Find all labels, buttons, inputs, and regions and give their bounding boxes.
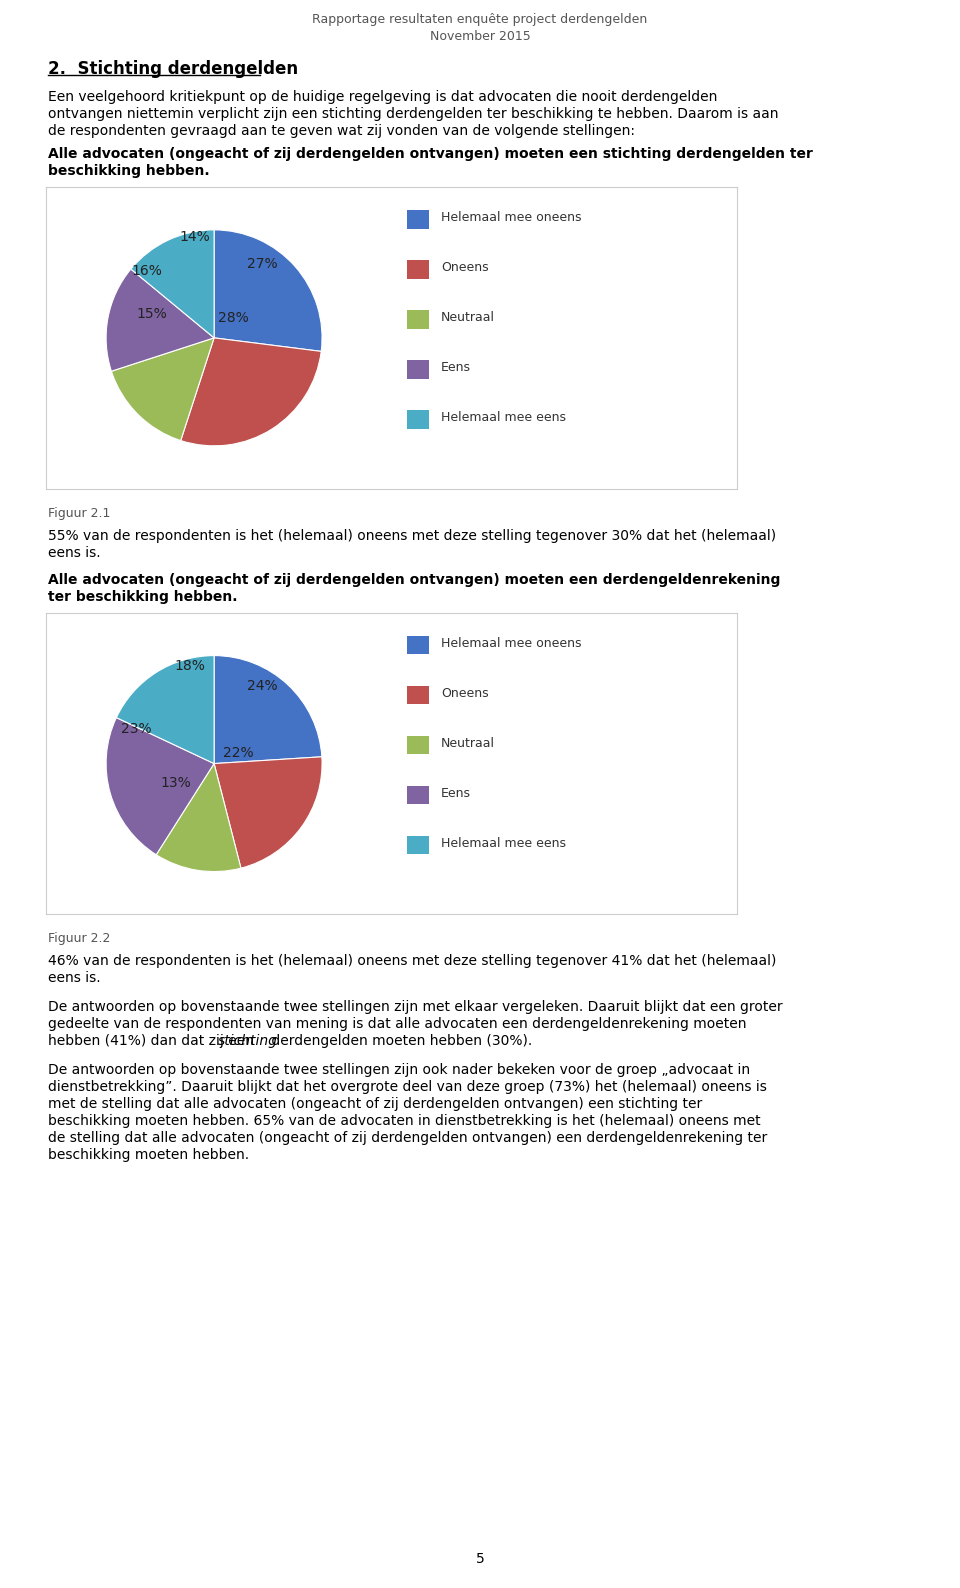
Text: 16%: 16% bbox=[132, 264, 162, 278]
Text: ontvangen niettemin verplicht zijn een stichting derdengelden ter beschikking te: ontvangen niettemin verplicht zijn een s… bbox=[48, 106, 779, 121]
Text: 14%: 14% bbox=[180, 230, 210, 245]
Text: Een veelgehoord kritiekpunt op de huidige regelgeving is dat advocaten die nooit: Een veelgehoord kritiekpunt op de huidig… bbox=[48, 91, 717, 103]
Text: De antwoorden op bovenstaande twee stellingen zijn met elkaar vergeleken. Daarui: De antwoorden op bovenstaande twee stell… bbox=[48, 1000, 782, 1015]
Bar bbox=[407, 835, 429, 854]
Wedge shape bbox=[116, 656, 214, 764]
Wedge shape bbox=[214, 757, 322, 869]
Text: 18%: 18% bbox=[175, 659, 205, 673]
Text: Eens: Eens bbox=[442, 362, 471, 375]
Text: dienstbetrekking”. Daaruit blijkt dat het overgrote deel van deze groep (73%) he: dienstbetrekking”. Daaruit blijkt dat he… bbox=[48, 1080, 767, 1094]
Bar bbox=[407, 786, 429, 805]
Bar bbox=[407, 735, 429, 754]
Text: Eens: Eens bbox=[442, 788, 471, 800]
Bar bbox=[407, 210, 429, 229]
Bar bbox=[407, 635, 429, 654]
Text: de respondenten gevraagd aan te geven wat zij vonden van de volgende stellingen:: de respondenten gevraagd aan te geven wa… bbox=[48, 124, 635, 138]
Text: Helemaal mee oneens: Helemaal mee oneens bbox=[442, 211, 582, 224]
Bar bbox=[407, 360, 429, 378]
Text: ter beschikking hebben.: ter beschikking hebben. bbox=[48, 589, 237, 603]
Bar bbox=[407, 410, 429, 429]
Text: Rapportage resultaten enquête project derdengelden: Rapportage resultaten enquête project de… bbox=[312, 13, 648, 25]
Text: beschikking hebben.: beschikking hebben. bbox=[48, 164, 209, 178]
Text: Oneens: Oneens bbox=[442, 688, 489, 700]
Text: 28%: 28% bbox=[218, 311, 249, 326]
Text: Figuur 2.2: Figuur 2.2 bbox=[48, 932, 110, 945]
Text: eens is.: eens is. bbox=[48, 972, 101, 986]
Wedge shape bbox=[214, 230, 322, 351]
Text: Neutraal: Neutraal bbox=[442, 311, 495, 324]
Text: Figuur 2.1: Figuur 2.1 bbox=[48, 507, 110, 519]
Text: 5: 5 bbox=[475, 1551, 485, 1566]
Text: beschikking moeten hebben.: beschikking moeten hebben. bbox=[48, 1148, 250, 1162]
Wedge shape bbox=[131, 230, 214, 338]
Bar bbox=[407, 686, 429, 705]
Text: Helemaal mee eens: Helemaal mee eens bbox=[442, 411, 566, 424]
Bar bbox=[407, 310, 429, 329]
Wedge shape bbox=[107, 718, 214, 854]
Text: November 2015: November 2015 bbox=[430, 30, 530, 43]
Text: 22%: 22% bbox=[223, 746, 253, 759]
Text: derdengelden moeten hebben (30%).: derdengelden moeten hebben (30%). bbox=[267, 1034, 533, 1048]
Text: 15%: 15% bbox=[136, 306, 167, 321]
Wedge shape bbox=[180, 338, 322, 446]
Text: gedeelte van de respondenten van mening is dat alle advocaten een derdengeldenre: gedeelte van de respondenten van mening … bbox=[48, 1018, 747, 1032]
Wedge shape bbox=[156, 764, 241, 872]
Text: 13%: 13% bbox=[161, 777, 192, 789]
Text: stichting: stichting bbox=[218, 1034, 277, 1048]
Text: n=1248: n=1248 bbox=[130, 457, 180, 470]
Text: Oneens: Oneens bbox=[442, 262, 489, 275]
Bar bbox=[407, 260, 429, 278]
Text: met de stelling dat alle advocaten (ongeacht of zij derdengelden ontvangen) een : met de stelling dat alle advocaten (onge… bbox=[48, 1097, 703, 1112]
Text: 55% van de respondenten is het (helemaal) oneens met deze stelling tegenover 30%: 55% van de respondenten is het (helemaal… bbox=[48, 529, 776, 543]
Text: 46% van de respondenten is het (helemaal) oneens met deze stelling tegenover 41%: 46% van de respondenten is het (helemaal… bbox=[48, 954, 777, 969]
Text: eens is.: eens is. bbox=[48, 546, 101, 559]
Text: 2.  Stichting derdengelden: 2. Stichting derdengelden bbox=[48, 60, 299, 78]
Text: Helemaal mee oneens: Helemaal mee oneens bbox=[442, 637, 582, 649]
Wedge shape bbox=[214, 656, 322, 764]
Text: 24%: 24% bbox=[248, 678, 278, 692]
Wedge shape bbox=[111, 338, 214, 440]
Text: 27%: 27% bbox=[248, 257, 278, 272]
Text: Neutraal: Neutraal bbox=[442, 737, 495, 750]
Text: de stelling dat alle advocaten (ongeacht of zij derdengelden ontvangen) een derd: de stelling dat alle advocaten (ongeacht… bbox=[48, 1131, 767, 1145]
Text: beschikking moeten hebben. 65% van de advocaten in dienstbetrekking is het (hele: beschikking moeten hebben. 65% van de ad… bbox=[48, 1115, 760, 1129]
Text: Helemaal mee eens: Helemaal mee eens bbox=[442, 837, 566, 850]
Text: Alle advocaten (ongeacht of zij derdengelden ontvangen) moeten een stichting der: Alle advocaten (ongeacht of zij derdenge… bbox=[48, 148, 813, 160]
Text: hebben (41%) dan dat zij een: hebben (41%) dan dat zij een bbox=[48, 1034, 258, 1048]
Wedge shape bbox=[107, 268, 214, 372]
Text: De antwoorden op bovenstaande twee stellingen zijn ook nader bekeken voor de gro: De antwoorden op bovenstaande twee stell… bbox=[48, 1064, 750, 1077]
Text: n=1248: n=1248 bbox=[130, 883, 180, 897]
Text: 23%: 23% bbox=[121, 723, 152, 735]
Text: Alle advocaten (ongeacht of zij derdengelden ontvangen) moeten een derdengeldenr: Alle advocaten (ongeacht of zij derdenge… bbox=[48, 573, 780, 586]
